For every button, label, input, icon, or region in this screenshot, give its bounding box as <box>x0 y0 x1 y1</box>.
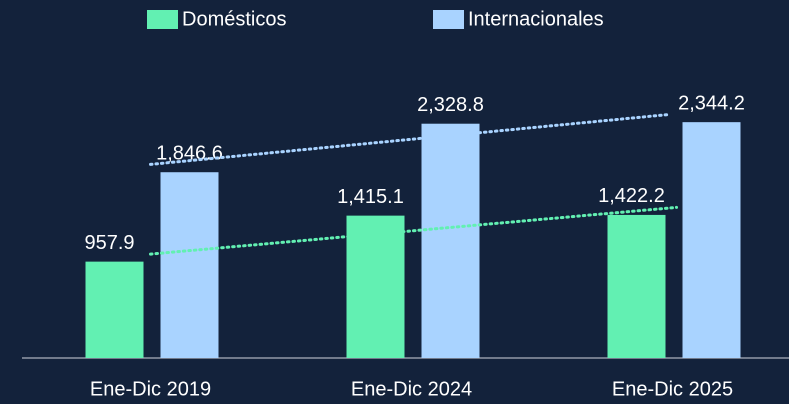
x-tick-label: Ene-Dic 2019 <box>90 378 211 400</box>
bar <box>421 123 480 358</box>
trendline <box>149 205 678 256</box>
data-label: 1,422.2 <box>598 185 665 207</box>
data-label: 1,415.1 <box>337 186 404 208</box>
data-label: 957.9 <box>84 232 134 254</box>
trendline <box>149 112 672 166</box>
legend-label: Domésticos <box>182 8 286 30</box>
bar <box>85 261 144 358</box>
bar <box>607 214 666 358</box>
legend-swatch <box>147 10 178 29</box>
bar <box>682 122 741 358</box>
x-tick-label: Ene-Dic 2024 <box>351 378 472 400</box>
data-label: 2,344.2 <box>678 92 745 114</box>
x-tick-label: Ene-Dic 2025 <box>612 378 733 400</box>
bar <box>346 215 405 358</box>
bar <box>160 172 219 358</box>
legend-swatch <box>433 10 464 29</box>
data-label: 2,328.8 <box>417 94 484 116</box>
legend-label: Internacionales <box>468 8 604 30</box>
